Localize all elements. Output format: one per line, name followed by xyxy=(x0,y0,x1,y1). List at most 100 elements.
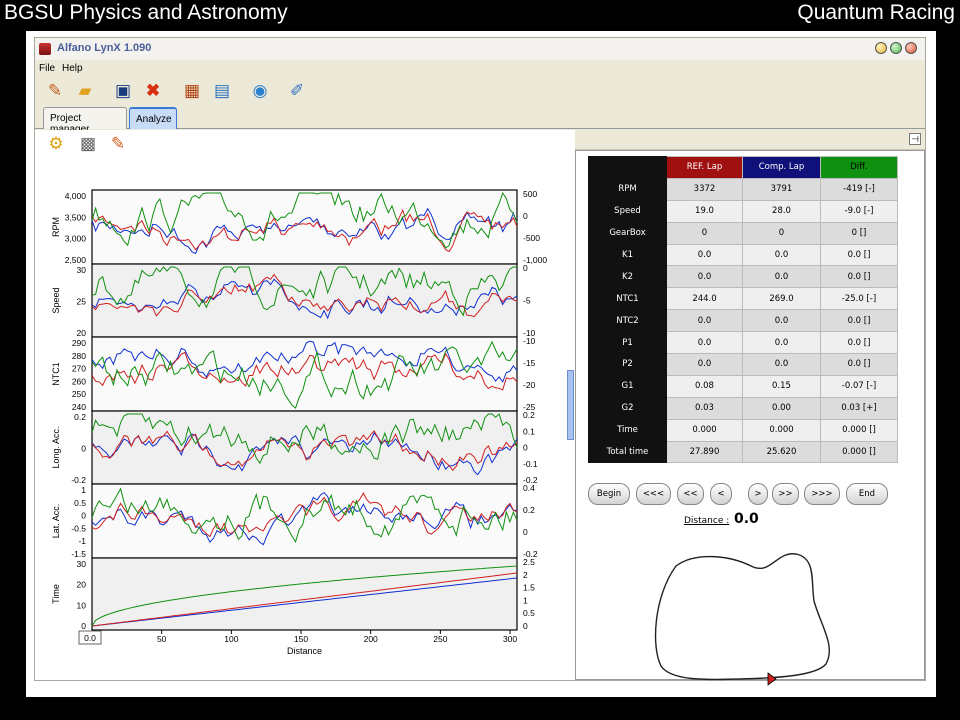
edit-icon[interactable]: ✎ xyxy=(47,81,63,100)
y-tick-label: 270 xyxy=(72,364,86,374)
gear-icon[interactable]: ⚙ xyxy=(48,134,64,153)
panel-axis-label: Time xyxy=(51,584,61,604)
y2-tick-label: -25 xyxy=(523,402,536,412)
begin-button[interactable]: Begin xyxy=(588,483,630,505)
x-tick-label: 200 xyxy=(364,634,378,644)
cell-ref: 244.0 xyxy=(666,287,743,311)
y-tick-label: 0 xyxy=(81,511,86,521)
plot-panel xyxy=(91,189,518,265)
back-step-button[interactable]: < xyxy=(710,483,732,505)
series-ref-line xyxy=(91,577,518,627)
window-title: Alfano LynX 1.090 xyxy=(57,42,152,54)
y-tick-label: 25 xyxy=(77,297,87,307)
panel-axis-label: Lat. Acc. xyxy=(51,504,61,539)
close-button[interactable] xyxy=(905,42,917,54)
y-tick-label: 10 xyxy=(77,600,87,610)
plot-panel xyxy=(91,410,518,485)
notepad-icon[interactable]: ✐ xyxy=(289,81,305,100)
x-tick-label: 50 xyxy=(157,634,167,644)
cell-diff: 0.000 [] xyxy=(820,440,898,464)
y2-tick-label: 500 xyxy=(523,189,537,199)
comparison-panel: ⊣ REF. Lap Comp. Lap Diff. RPM 3372 3791 -4… xyxy=(575,130,925,686)
maximize-button[interactable] xyxy=(890,42,902,54)
back-fast-button[interactable]: <<< xyxy=(636,483,671,505)
track-outline xyxy=(654,553,831,681)
distance-label: Distance : xyxy=(684,516,730,526)
monitor-icon[interactable]: ▤ xyxy=(213,81,231,100)
back-medium-button[interactable]: << xyxy=(677,483,704,505)
cell-ref: 0 xyxy=(666,221,743,245)
y2-tick-label: -0.2 xyxy=(523,549,538,559)
row-label: NTC2 xyxy=(588,309,667,333)
cell-diff: 0.0 [] xyxy=(820,353,898,376)
cell-ref: 0.03 xyxy=(666,396,743,420)
panel-axis-label: RPM xyxy=(51,217,61,237)
y2-tick-label: 0 xyxy=(523,263,528,273)
cell-diff: -9.0 [-] xyxy=(820,199,898,223)
slide-left-title: BGSU Physics and Astronomy xyxy=(4,1,288,24)
row-label: NTC1 xyxy=(588,287,667,311)
table-row: P1 0.0 0.0 0.0 [] xyxy=(588,331,898,355)
delete-icon[interactable]: ✖ xyxy=(145,81,161,100)
save-icon[interactable]: ▣ xyxy=(114,81,132,100)
distance-value: 0.0 xyxy=(734,511,759,527)
panel-splitter[interactable] xyxy=(567,370,574,440)
cell-comp: 0.0 xyxy=(742,331,821,355)
cell-ref: 0.0 xyxy=(666,331,743,355)
series-diff-line xyxy=(91,191,518,249)
table-row: NTC2 0.0 0.0 0.0 [] xyxy=(588,309,898,333)
cell-diff: -25.0 [-] xyxy=(820,287,898,311)
y2-tick-label: -10 xyxy=(523,328,536,338)
toolbar: ✎ ▰ ▣ ✖ ▦ ▤ ◉ ✐ xyxy=(35,77,925,105)
y-tick-label: 280 xyxy=(72,351,86,361)
open-folder-icon[interactable]: ▰ xyxy=(78,81,92,100)
cell-diff: 0.000 [] xyxy=(820,418,898,442)
telemetry-chart[interactable]: 4,0003,5003,0002,5005000-500-1,000RPM302… xyxy=(35,130,567,670)
series-diff-line xyxy=(91,340,518,409)
cell-comp: 0.0 xyxy=(742,243,821,267)
forward-medium-button[interactable]: >> xyxy=(772,483,799,505)
tab-project-manager[interactable]: Project manager xyxy=(43,107,127,135)
forward-step-button[interactable]: > xyxy=(748,483,768,505)
report-icon[interactable]: ✎ xyxy=(110,134,126,153)
x-tick-label: 150 xyxy=(294,634,308,644)
y2-tick-label: -15 xyxy=(523,358,536,368)
menu-help[interactable]: Help xyxy=(62,63,83,74)
panel-axis-label: NTC1 xyxy=(51,362,61,386)
forward-fast-button[interactable]: >>> xyxy=(804,483,840,505)
row-label: Speed xyxy=(588,199,667,223)
cursor-value-box[interactable] xyxy=(78,630,102,645)
camera-icon[interactable]: ▩ xyxy=(79,134,97,153)
track-map xyxy=(654,553,831,686)
y-tick-label: -0.5 xyxy=(71,523,86,533)
y-tick-label: 260 xyxy=(72,376,86,386)
y-tick-label: 3,000 xyxy=(65,234,87,244)
tab-analyze[interactable]: Analyze xyxy=(129,107,177,129)
y2-tick-label: 0.2 xyxy=(523,410,535,420)
cell-diff: 0.0 [] xyxy=(820,243,898,267)
app-window: Alfano LynX 1.090 File Help ✎ ▰ ▣ ✖ ▦ ▤ … xyxy=(34,37,926,686)
y2-tick-label: 0 xyxy=(523,443,528,453)
y-tick-label: 1 xyxy=(81,485,86,495)
table-header-row: REF. Lap Comp. Lap Diff. xyxy=(588,156,898,179)
cell-diff: 0 [] xyxy=(820,221,898,245)
y-tick-label: 250 xyxy=(72,389,86,399)
globe-refresh-icon[interactable]: ◉ xyxy=(252,81,268,100)
row-label: K1 xyxy=(588,243,667,267)
series-ref-line xyxy=(91,207,518,255)
chip-icon[interactable]: ▦ xyxy=(183,81,201,100)
slide-frame: Alfano LynX 1.090 File Help ✎ ▰ ▣ ✖ ▦ ▤ … xyxy=(26,31,936,697)
cell-diff: 0.0 [] xyxy=(820,265,898,289)
cell-comp: 0.15 xyxy=(742,374,821,398)
end-button[interactable]: End xyxy=(846,483,888,505)
table-row: NTC1 244.0 269.0 -25.0 [-] xyxy=(588,287,898,311)
cell-comp: 0.00 xyxy=(742,396,821,420)
pin-icon[interactable]: ⊣ xyxy=(909,133,921,145)
menu-file[interactable]: File xyxy=(39,63,56,74)
series-comp-line xyxy=(91,430,518,472)
y-tick-label: 30 xyxy=(77,265,87,275)
y-tick-label: 3,500 xyxy=(65,212,87,222)
minimize-button[interactable] xyxy=(875,42,887,54)
header-ref-lap: REF. Lap xyxy=(666,156,743,179)
table-row: K1 0.0 0.0 0.0 [] xyxy=(588,243,898,267)
